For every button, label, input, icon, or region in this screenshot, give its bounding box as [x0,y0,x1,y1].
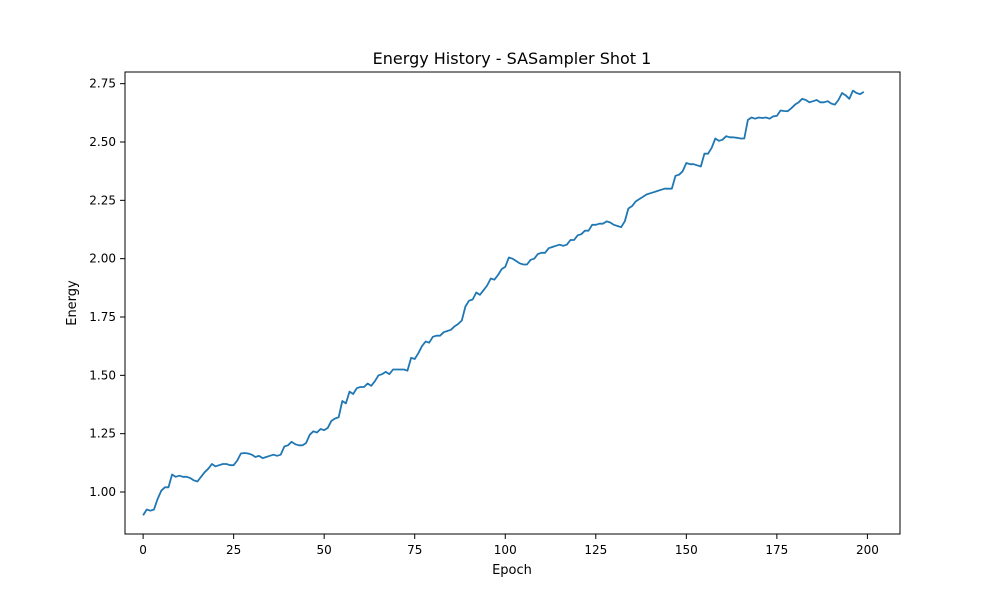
series-line-0 [142,89,865,516]
y-tick-label: 2.00 [89,252,116,266]
x-tick-label: 200 [856,543,879,557]
x-tick-label: 0 [139,543,147,557]
x-tick-label: 175 [765,543,788,557]
x-tick-label: 25 [226,543,241,557]
series-line-layer [142,89,865,516]
x-tick-label: 50 [317,543,332,557]
y-tick-label: 1.25 [89,427,116,441]
y-tick-label: 2.25 [89,193,116,207]
x-tick-label: 100 [494,543,517,557]
y-tick-label: 2.50 [89,135,116,149]
y-tick-label: 1.50 [89,368,116,382]
x-tick-label: 75 [407,543,422,557]
x-tick-label: 150 [675,543,698,557]
y-axis: 1.00 1.25 1.50 1.75 2.00 2.25 2.50 2.75 [89,77,125,499]
x-axis-label: Epoch [492,563,532,578]
plot-frame [124,71,901,535]
x-axis: 0 25 50 75 100 125 150 175 200 [139,534,879,557]
y-tick-label: 2.75 [89,77,116,91]
y-tick-label: 1.75 [89,310,116,324]
y-tick-label: 1.00 [89,485,116,499]
x-tick-label: 125 [584,543,607,557]
y-axis-label: Energy [65,280,80,326]
chart-title: Energy History - SASampler Shot 1 [373,49,652,68]
